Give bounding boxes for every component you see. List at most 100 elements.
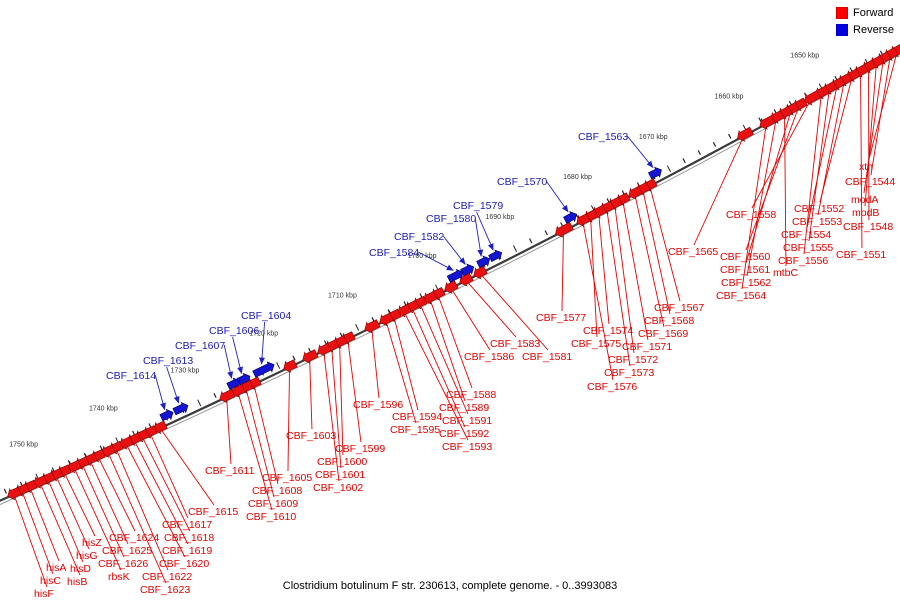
gene-label[interactable]: CBF_1599 (335, 443, 385, 455)
gene-label[interactable]: CBF_1609 (248, 498, 298, 510)
gene-label[interactable]: CBF_1605 (262, 472, 312, 484)
gene-label[interactable]: CBF_1584 (369, 247, 419, 259)
gene-label[interactable]: CBF_1623 (140, 584, 190, 596)
gene-label[interactable]: hisC (40, 575, 61, 587)
gene-label[interactable]: CBF_1604 (241, 310, 291, 322)
gene-label[interactable]: CBF_1580 (426, 213, 476, 225)
gene-label[interactable]: CBF_1601 (315, 469, 365, 481)
gene-label[interactable]: CBF_1592 (439, 428, 489, 440)
gene-arrow[interactable] (476, 255, 491, 269)
gene-label[interactable]: CBF_1570 (497, 176, 547, 188)
gene-label[interactable]: CBF_1553 (792, 216, 842, 228)
gene-label[interactable]: CBF_1611 (205, 465, 255, 477)
gene-label[interactable]: CBF_1579 (453, 200, 503, 212)
gene-arrow[interactable] (446, 268, 464, 283)
gene-label[interactable]: CBF_1576 (587, 381, 637, 393)
gene-arrow[interactable] (628, 186, 643, 200)
gene-label[interactable]: CBF_1544 (845, 176, 895, 188)
gene-arrow[interactable] (226, 377, 241, 390)
gene-label[interactable]: modA (851, 194, 878, 206)
gene-label[interactable]: CBF_1595 (390, 424, 440, 436)
gene-label[interactable]: CBF_1625 (102, 545, 152, 557)
gene-label[interactable]: hisZ (82, 537, 102, 549)
gene-arrow[interactable] (283, 359, 298, 373)
gene-label[interactable]: CBF_1618 (164, 532, 214, 544)
gene-label[interactable]: CBF_1567 (654, 302, 704, 314)
gene-label[interactable]: CBF_1565 (668, 246, 718, 258)
gene-arrow[interactable] (804, 90, 821, 106)
gene-arrow[interactable] (33, 475, 48, 489)
gene-arrow[interactable] (473, 265, 488, 280)
gene-label[interactable]: xth (859, 161, 873, 173)
gene-label[interactable]: CBF_1624 (109, 532, 159, 544)
gene-label[interactable]: CBF_1620 (159, 558, 209, 570)
gene-label[interactable]: CBF_1606 (209, 325, 259, 337)
gene-label[interactable]: CBF_1552 (794, 203, 844, 215)
gene-label[interactable]: mtbC (773, 267, 799, 279)
gene-label[interactable]: CBF_1615 (188, 506, 238, 518)
gene-arrow[interactable] (444, 280, 459, 295)
gene-label[interactable]: CBF_1563 (578, 131, 628, 143)
gene-label[interactable]: CBF_1602 (313, 482, 363, 494)
gene-arrow[interactable] (488, 249, 503, 263)
gene-arrow[interactable] (67, 460, 82, 474)
gene-label[interactable]: CBF_1574 (583, 325, 633, 337)
gene-label[interactable]: hisF (34, 588, 54, 600)
gene-arrow[interactable] (364, 319, 381, 334)
gene-label[interactable]: CBF_1610 (246, 511, 296, 523)
gene-label[interactable]: CBF_1596 (353, 399, 403, 411)
gene-arrow[interactable] (647, 166, 662, 180)
gene-label[interactable]: hisB (67, 576, 87, 588)
gene-label[interactable]: CBF_1571 (622, 341, 672, 353)
gene-arrow[interactable] (563, 211, 577, 224)
gene-label[interactable]: hisA (46, 562, 66, 574)
gene-label[interactable]: CBF_1573 (604, 367, 654, 379)
gene-label[interactable]: CBF_1603 (286, 430, 336, 442)
gene-arrow[interactable] (397, 303, 412, 318)
gene-label[interactable]: CBF_1591 (442, 415, 492, 427)
gene-arrow[interactable] (119, 436, 134, 450)
gene-label[interactable]: CBF_1613 (143, 355, 193, 367)
gene-label[interactable]: CBF_1600 (317, 456, 367, 468)
gene-arrow[interactable] (172, 401, 189, 416)
gene-label[interactable]: CBF_1582 (394, 231, 444, 243)
gene-label[interactable]: CBF_1556 (778, 255, 828, 267)
gene-label[interactable]: CBF_1569 (638, 328, 688, 340)
gene-label[interactable]: CBF_1607 (175, 340, 225, 352)
gene-arrow[interactable] (460, 263, 475, 277)
gene-label[interactable]: CBF_1577 (536, 312, 586, 324)
gene-label[interactable]: CBF_1614 (106, 370, 156, 382)
gene-arrow[interactable] (302, 349, 319, 364)
gene-label[interactable]: CBF_1619 (162, 545, 212, 557)
gene-arrow[interactable] (459, 272, 474, 287)
gene-label[interactable]: CBF_1564 (716, 290, 766, 302)
gene-label[interactable]: CBF_1617 (162, 519, 212, 531)
gene-label[interactable]: CBF_1562 (721, 277, 771, 289)
gene-label[interactable]: hisD (70, 563, 91, 575)
gene-label[interactable]: CBF_1626 (98, 558, 148, 570)
gene-label[interactable]: hisG (76, 550, 98, 562)
gene-arrow[interactable] (317, 342, 332, 357)
gene-arrow[interactable] (737, 126, 754, 142)
gene-label[interactable]: CBF_1608 (252, 485, 302, 497)
gene-arrow[interactable] (219, 388, 236, 404)
gene-arrow[interactable] (576, 213, 591, 227)
gene-label[interactable]: CBF_1622 (142, 571, 192, 583)
gene-label[interactable]: CBF_1548 (843, 221, 893, 233)
gene-arrow[interactable] (423, 291, 438, 305)
gene-label[interactable]: rbsK (108, 571, 130, 583)
gene-label[interactable]: CBF_1561 (720, 264, 770, 276)
gene-arrow[interactable] (153, 420, 168, 435)
gene-label[interactable]: CBF_1588 (446, 389, 496, 401)
gene-label[interactable]: CBF_1575 (571, 338, 621, 350)
gene-label[interactable]: CBF_1555 (783, 242, 833, 254)
gene-arrow[interactable] (159, 408, 174, 422)
gene-label[interactable]: CBF_1594 (392, 411, 442, 423)
gene-label[interactable]: CBF_1581 (522, 351, 572, 363)
gene-arrow[interactable] (759, 115, 776, 130)
gene-label[interactable]: CBF_1586 (464, 351, 514, 363)
gene-label[interactable]: CBF_1572 (608, 354, 658, 366)
gene-arrow[interactable] (231, 384, 246, 398)
gene-label[interactable]: CBF_1554 (781, 229, 831, 241)
gene-label[interactable]: CBF_1568 (644, 315, 694, 327)
